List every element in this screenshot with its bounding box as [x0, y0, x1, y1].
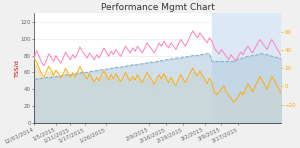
Y-axis label: TSS/d: TSS/d [14, 59, 19, 77]
Bar [212, 13, 281, 123]
Title: Performance Mgmt Chart: Performance Mgmt Chart [101, 3, 215, 12]
